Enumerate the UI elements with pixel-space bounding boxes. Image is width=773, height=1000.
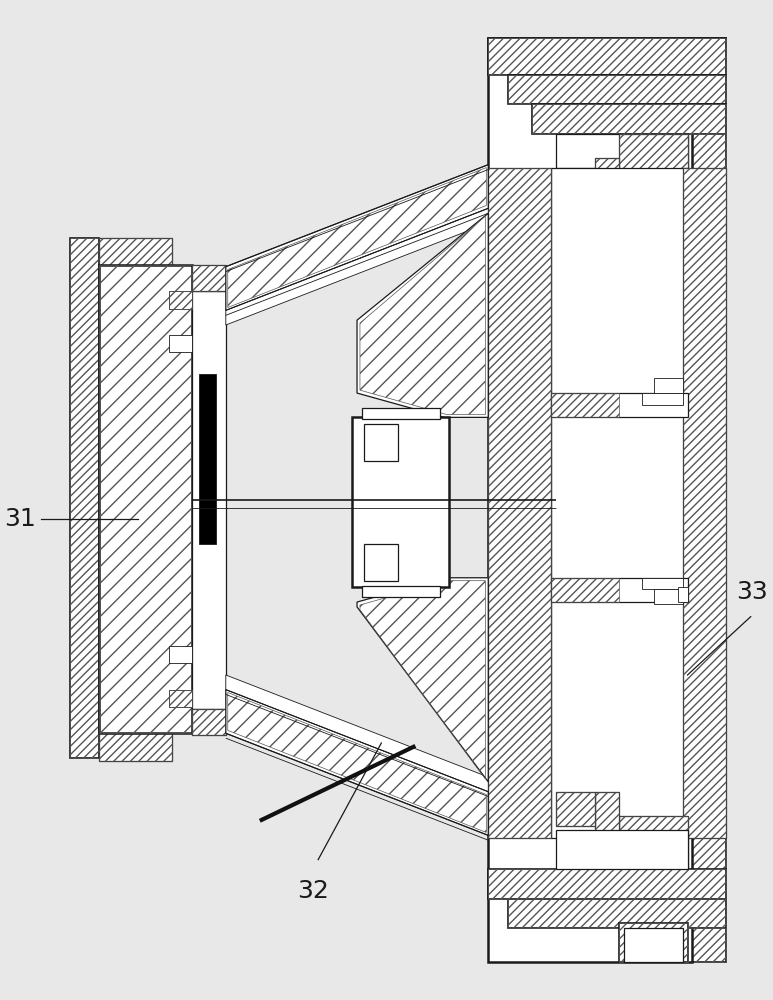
Bar [619,134,687,187]
Bar [169,646,192,663]
Bar [683,168,727,838]
Bar [557,792,595,826]
Bar [70,238,100,758]
Bar [352,417,449,587]
Bar [551,578,687,602]
Bar [642,393,683,405]
Bar [192,291,226,709]
Bar [687,38,727,962]
Bar [678,587,687,602]
Bar [100,265,192,733]
Bar [532,104,727,134]
Bar [489,168,551,838]
Bar [595,792,619,845]
Bar [551,578,619,602]
Bar [551,393,619,417]
Bar [199,374,216,544]
Bar [625,928,683,962]
Bar [557,792,595,826]
Bar [595,158,619,211]
Bar [551,393,687,417]
Bar [100,733,172,761]
Bar [489,38,727,75]
Bar [595,792,619,845]
Bar [557,177,595,211]
Bar [642,202,653,213]
Bar [100,238,172,265]
Bar [362,408,440,419]
Bar [489,38,693,962]
Bar [508,75,727,104]
Bar [489,38,727,75]
Text: 31: 31 [5,507,36,531]
Bar [619,816,687,869]
Text: 33: 33 [736,580,768,604]
Bar [508,899,727,928]
Bar [362,586,440,597]
Bar [192,265,226,291]
Bar [489,869,727,899]
Bar [169,335,192,352]
Bar [169,690,192,707]
Bar [642,578,683,589]
Bar [100,265,192,733]
Bar [551,168,687,838]
Bar [508,899,727,928]
Bar [557,177,595,211]
Bar [192,265,226,291]
Bar [619,134,687,187]
Bar [653,378,683,393]
Bar [192,709,226,735]
Polygon shape [357,213,489,417]
Polygon shape [226,165,489,310]
Bar [192,709,226,735]
Bar [364,544,398,581]
Bar [595,158,619,211]
Bar [557,134,687,168]
Bar [169,291,192,309]
Bar [100,733,172,761]
Bar [100,238,172,265]
Bar [639,187,653,202]
Polygon shape [226,208,489,325]
Bar [489,869,727,899]
Bar [70,238,100,758]
Bar [557,830,687,869]
Bar [653,589,683,604]
Polygon shape [226,690,489,835]
Bar [619,923,687,962]
Bar [532,104,727,134]
Bar [169,291,192,309]
Bar [169,690,192,707]
Polygon shape [226,675,489,792]
Bar [687,38,727,962]
Bar [364,424,398,461]
Polygon shape [357,578,489,782]
Bar [683,168,727,838]
Bar [619,923,687,962]
Text: 32: 32 [298,879,329,903]
Bar [619,816,687,869]
Bar [508,75,727,104]
Bar [489,168,551,838]
